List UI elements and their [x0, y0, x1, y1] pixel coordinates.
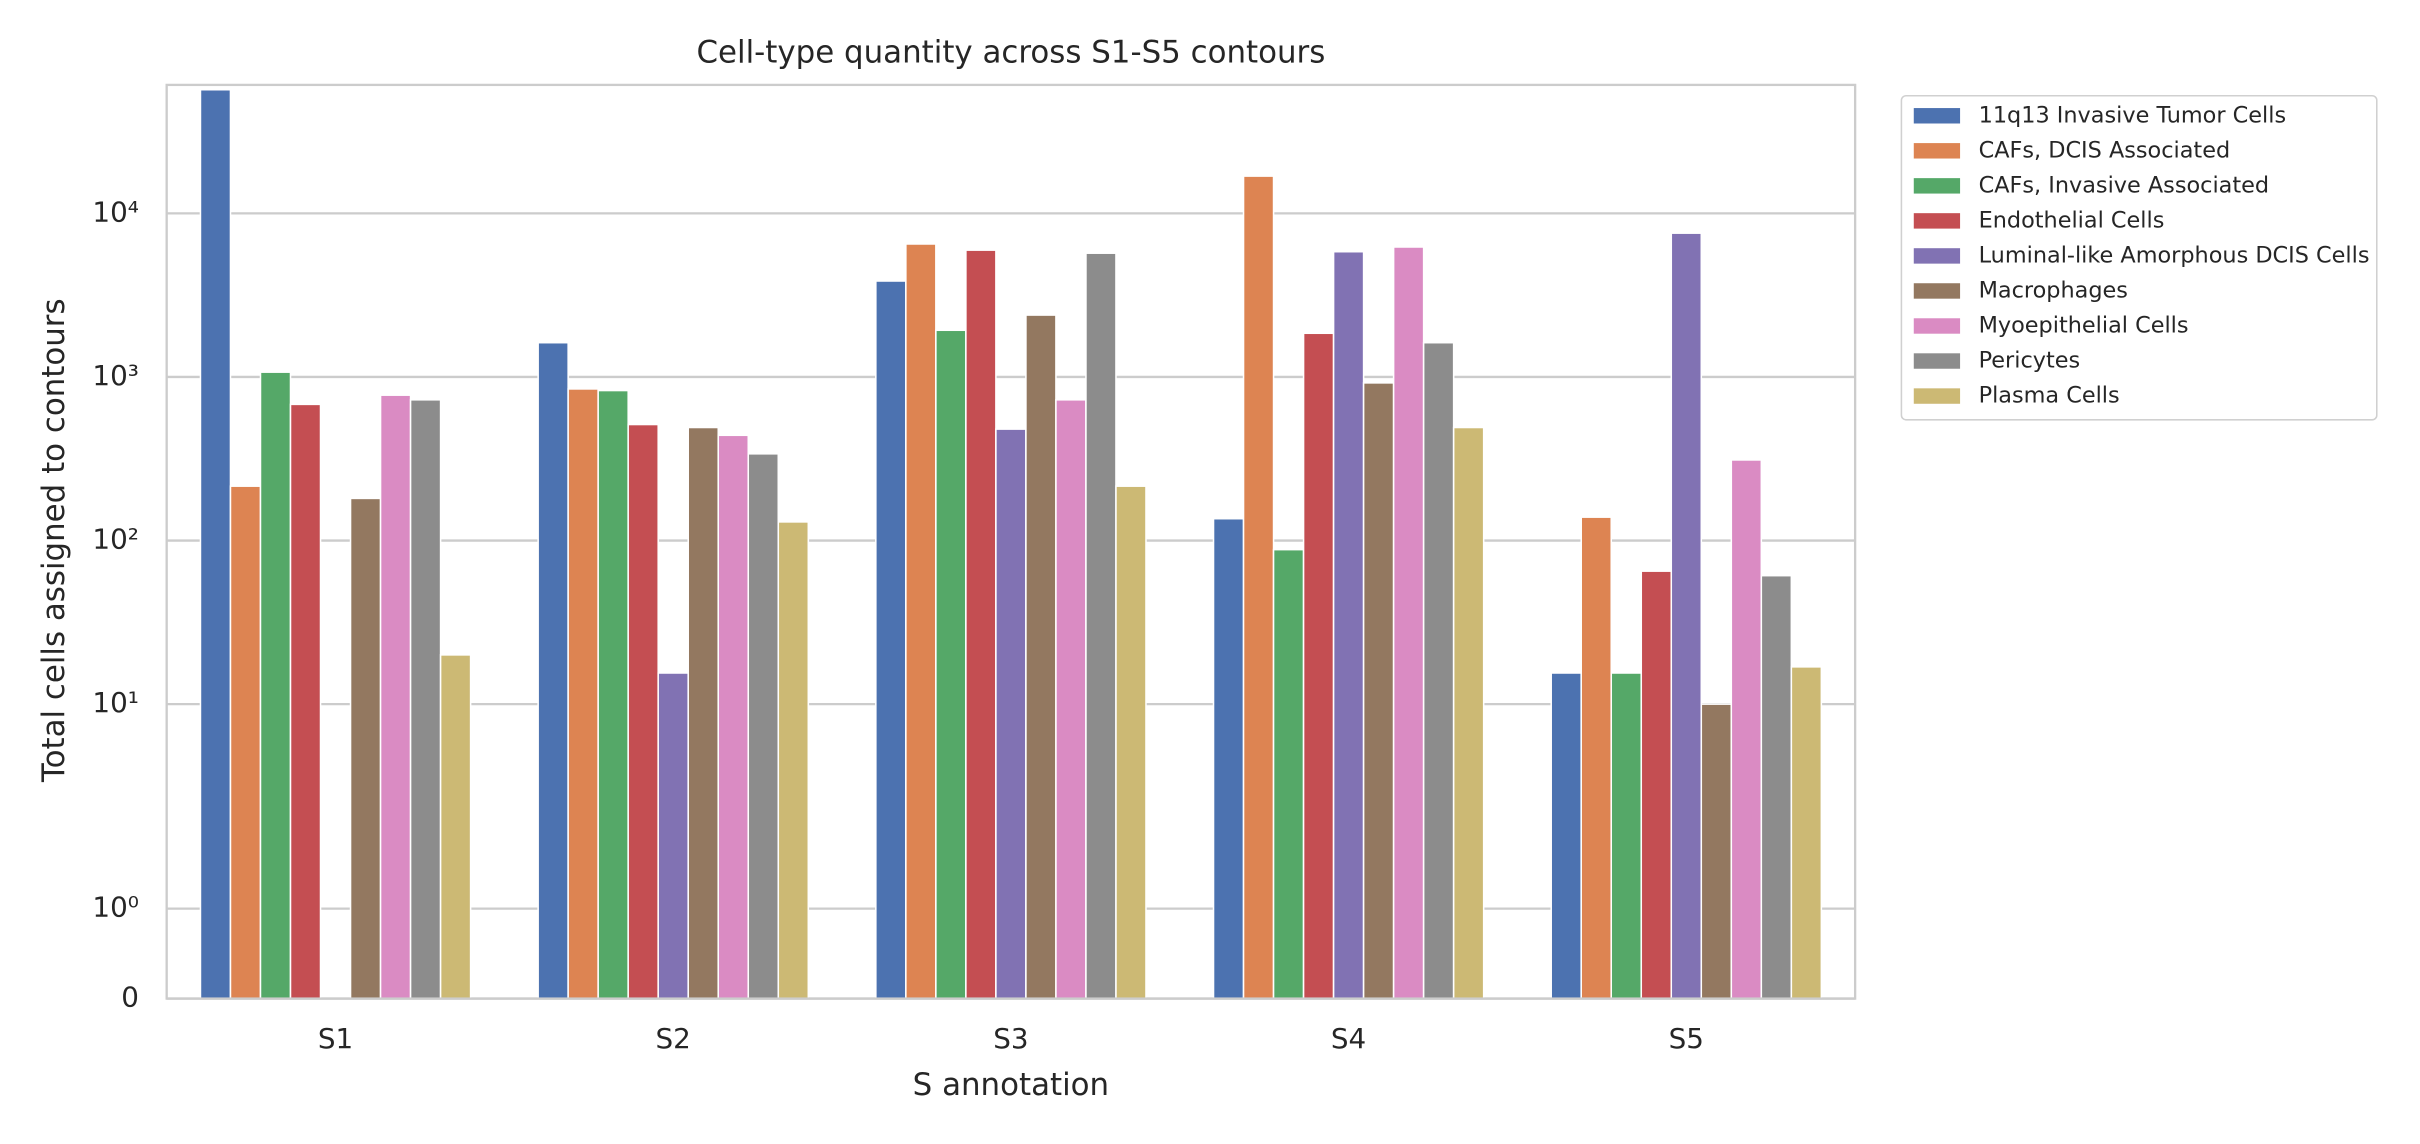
bar: [905, 243, 937, 1000]
legend-label: Pericytes: [1979, 348, 2081, 374]
bar: [199, 88, 232, 1000]
legend: 11q13 Invasive Tumor Cells CAFs, DCIS Ass…: [1900, 94, 2378, 421]
bar: [1640, 570, 1673, 1000]
x-tick-label: S3: [993, 1022, 1028, 1055]
y-tick-label: 10²: [92, 523, 138, 556]
bar: [1085, 252, 1117, 1000]
bar: [687, 426, 720, 1000]
legend-box: [1900, 94, 2378, 421]
legend-swatch: [1913, 178, 1961, 194]
legend-swatch: [1913, 143, 1961, 159]
y-tick-label: 10³: [92, 359, 138, 392]
bar: [409, 399, 442, 1000]
legend-swatch: [1913, 213, 1961, 229]
bar: [1670, 232, 1703, 1000]
bar: [537, 341, 569, 1000]
bar: [1700, 703, 1733, 1000]
y-tick-label: 10⁴: [92, 195, 138, 228]
bar: [657, 672, 689, 1000]
bar: [597, 389, 629, 1000]
bar: [1422, 341, 1455, 1000]
y-axis-label: Total cells assigned to contours: [36, 298, 72, 783]
bar: [1760, 574, 1793, 1000]
bar: [289, 403, 322, 1000]
x-tick-label: S1: [318, 1022, 353, 1055]
bar: [747, 453, 780, 1000]
bar: [1115, 485, 1147, 1000]
bar: [935, 329, 967, 1000]
bar: [259, 371, 292, 1000]
bar: [1302, 332, 1335, 1000]
bar: [875, 280, 907, 1000]
x-tick-label: S2: [656, 1022, 691, 1055]
legend-label: Plasma Cells: [1979, 383, 2120, 409]
bar: [627, 423, 659, 1000]
bar: [1790, 666, 1823, 1000]
chart-title: Cell-type quantity across S1-S5 contours: [696, 35, 1325, 71]
legend-label: Luminal-like Amorphous DCIS Cells: [1979, 242, 2370, 268]
bar: [567, 388, 599, 1000]
legend-swatch: [1913, 318, 1961, 334]
bar: [995, 428, 1027, 1000]
plot-frame: [165, 83, 1857, 1000]
bar: [717, 434, 750, 1000]
bar: [1392, 246, 1425, 1000]
bar: [965, 249, 997, 1000]
legend-swatch: [1913, 388, 1961, 404]
bar: [1550, 672, 1582, 1000]
bar: [777, 521, 810, 1000]
legend-swatch: [1913, 108, 1961, 124]
bars: [199, 88, 1823, 1000]
bar: [1452, 426, 1485, 1000]
y-tick-label: 10¹: [92, 686, 138, 719]
legend-swatch: [1913, 248, 1961, 264]
bar: [349, 497, 382, 1000]
legend-label: 11q13 Invasive Tumor Cells: [1979, 102, 2287, 128]
legend-swatch: [1913, 283, 1961, 299]
legend-swatch: [1913, 353, 1961, 369]
x-tick-label: S4: [1331, 1022, 1366, 1055]
bar: [1055, 399, 1087, 1000]
bar: [1730, 459, 1763, 1000]
bar: [1025, 314, 1057, 1000]
y-tick-label: 10⁰: [92, 891, 138, 924]
x-axis-label: S annotation: [913, 1067, 1109, 1103]
bar: [1272, 548, 1305, 1000]
bar: [1332, 250, 1365, 1000]
bar: [1242, 175, 1275, 1000]
x-tick-label: S5: [1669, 1022, 1704, 1055]
bar: [1212, 517, 1245, 1000]
legend-label: Macrophages: [1979, 277, 2128, 303]
legend-label: Endothelial Cells: [1979, 207, 2165, 233]
bar: [439, 654, 472, 1000]
y-tick-label: 0: [121, 981, 139, 1014]
bar: [1580, 516, 1613, 1000]
bar: [379, 394, 412, 1000]
legend-label: Myoepithelial Cells: [1979, 312, 2189, 338]
bar: [229, 485, 262, 1000]
bar: [1610, 672, 1643, 1000]
bar: [1362, 382, 1395, 1000]
legend-label: CAFs, DCIS Associated: [1979, 137, 2231, 163]
legend-label: CAFs, Invasive Associated: [1979, 172, 2270, 198]
